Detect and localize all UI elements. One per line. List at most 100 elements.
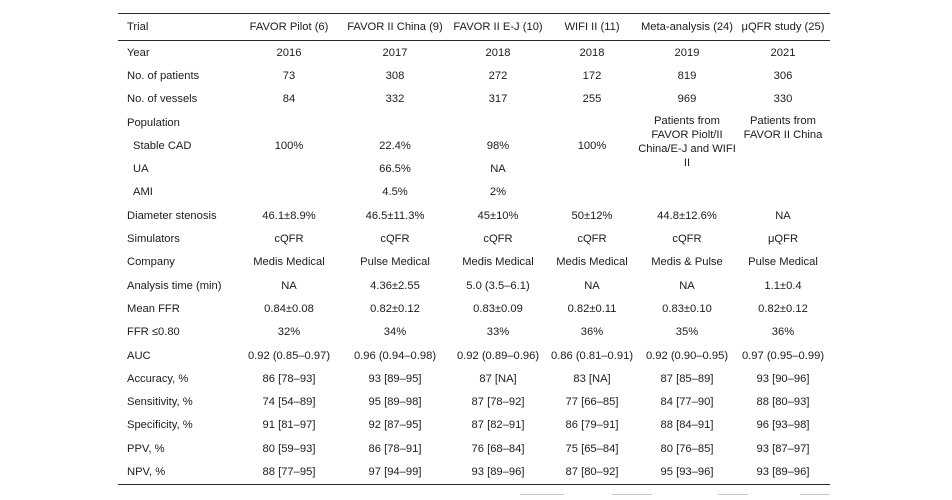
row-stable-cad: Stable CAD 100% 22.4% 98% 100% [118,134,830,157]
cell: 2019 [674,46,700,59]
cell: cQFR [577,233,607,246]
row-label: Company [127,256,175,269]
cell: 84 [77–90] [660,396,714,409]
row-label: Population [127,116,180,129]
cell: 93 [87–97] [756,442,810,455]
cell [238,157,340,180]
cell: 34% [383,326,407,339]
row-year: Year 2016 2017 2018 2018 2019 2021 [118,41,830,65]
cell: 50±12% [571,209,613,222]
cell: 96 [93–98] [756,419,810,432]
cell: 86 [79–91] [565,419,619,432]
row-ffr-080: FFR ≤0.80 32% 34% 33% 36% 35% 36% [118,321,830,344]
cell: 0.92 (0.89–0.96) [456,349,540,362]
cell: μQFR [767,233,799,246]
row-ami: AMI 4.5% 2% [118,181,830,204]
uqfr-population-note: Patients from FAVOR II China [743,114,823,141]
cell: 0.82±0.11 [567,302,617,315]
cell: 0.82±0.12 [370,302,420,315]
cell [238,181,340,204]
row-sensitivity: Sensitivity, % 74 [54–89] 95 [89–98] 87 … [118,390,830,413]
cell [238,111,340,134]
cell: 4.36±2.55 [370,279,420,292]
cell: 33% [486,326,510,339]
cell: 95 [89–98] [368,396,422,409]
comparison-table: Trial FAVOR Pilot (6) FAVOR II China (9)… [118,13,830,485]
cell: 87 [78–92] [471,396,525,409]
page-edge-mark [800,494,830,495]
cell: 2017 [382,46,408,59]
cell: Pulse Medical [360,256,430,269]
cell: 172 [582,69,602,82]
cell: 0.84±0.08 [264,302,314,315]
cell: 0.82±0.12 [758,302,808,315]
cell: Medis Medical [253,256,325,269]
cell: 91 [81–97] [262,419,316,432]
cell: 35% [675,326,699,339]
cell: 100% [274,139,304,152]
cell: 95 [93–96] [638,460,736,485]
row-ua: UA 66.5% NA [118,157,830,180]
row-label: Simulators [127,233,180,246]
row-label: Analysis time (min) [127,279,222,292]
row-label: Year [127,46,150,59]
cell: 44.8±12.6% [657,209,717,222]
cell: Medis Medical [556,256,628,269]
cell: 46.1±8.9% [262,209,316,222]
cell: 92 [87–95] [368,419,422,432]
cell: NA [679,279,695,292]
cell: 5.0 (3.5–6.1) [466,279,530,292]
cell: 330 [773,93,793,106]
cell: 93 [89–96] [736,460,830,485]
cell [450,111,546,134]
header-favor-pilot: FAVOR Pilot (6) [238,13,340,41]
row-analysis-time: Analysis time (min) NA 4.36±2.55 5.0 (3.… [118,274,830,297]
cell: 93 [90–96] [756,372,810,385]
row-label: Accuracy, % [127,372,189,385]
cell: NA [490,163,506,176]
cell: 4.5% [382,186,408,199]
cell: Medis & Pulse [651,256,723,269]
header-meta-analysis: Meta-analysis (24) [638,13,736,41]
meta-population-note: Patients from FAVOR Piolt/II China/E-J a… [638,114,736,169]
cell [546,181,638,204]
cell: 87 [82–91] [471,419,525,432]
cell: 88 [80–93] [756,396,810,409]
cell: 98% [486,139,510,152]
row-label: AMI [133,186,153,199]
header-favor-ii-china: FAVOR II China (9) [340,13,450,41]
row-label: PPV, % [127,442,165,455]
row-label: Stable CAD [133,139,192,152]
cell: 2018 [579,46,605,59]
cell: 2% [489,186,507,199]
cell: 22.4% [379,139,411,152]
row-mean-ffr: Mean FFR 0.84±0.08 0.82±0.12 0.83±0.09 0… [118,297,830,320]
header-uqfr-study: μQFR study (25) [736,13,830,41]
row-label: Diameter stenosis [127,209,217,222]
page-edge-mark [718,494,748,495]
cell [546,157,638,180]
cell: 87 [NA] [479,372,517,385]
cell: NA [775,209,791,222]
cell: 255 [582,93,602,106]
row-label: Specificity, % [127,419,193,432]
header-row: Trial FAVOR Pilot (6) FAVOR II China (9)… [118,13,830,41]
cell: 969 [677,93,697,106]
cell: 332 [385,93,405,106]
cell: 819 [677,69,697,82]
page-edge-mark [612,494,652,495]
cell: 80 [59–93] [262,442,316,455]
cell: 87 [80–92] [546,460,638,485]
cell: 88 [77–95] [238,460,340,485]
row-ppv: PPV, % 80 [59–93] 86 [78–91] 76 [68–84] … [118,437,830,460]
cell: 0.83±0.10 [662,302,712,315]
cell: 308 [385,69,405,82]
cell: cQFR [274,233,304,246]
cell: 77 [66–85] [565,396,619,409]
cell: 272 [488,69,508,82]
cell: Medis Medical [462,256,534,269]
row-diameter-stenosis: Diameter stenosis 46.1±8.9% 46.5±11.3% 4… [118,204,830,227]
cell: 100% [577,139,607,152]
cell: 0.97 (0.95–0.99) [741,349,825,362]
cell: 0.92 (0.85–0.97) [247,349,331,362]
